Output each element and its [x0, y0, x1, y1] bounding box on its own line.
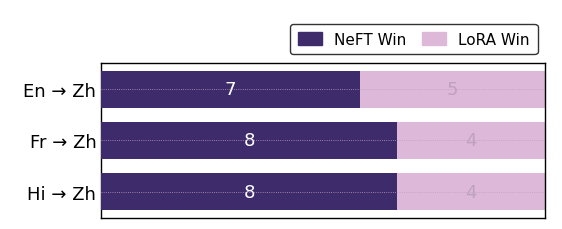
Text: 4: 4 [465, 183, 477, 201]
Text: 5: 5 [447, 81, 459, 99]
Bar [101, 174, 545, 210]
Text: 8: 8 [243, 183, 255, 201]
Bar [101, 71, 545, 108]
Text: 4: 4 [465, 132, 477, 150]
Bar [101, 123, 545, 159]
Bar [101, 174, 397, 210]
Text: 7: 7 [225, 81, 237, 99]
Legend: NeFT Win, LoRA Win: NeFT Win, LoRA Win [290, 25, 537, 55]
Text: 8: 8 [243, 132, 255, 150]
Bar [101, 71, 360, 108]
Bar [101, 123, 397, 159]
